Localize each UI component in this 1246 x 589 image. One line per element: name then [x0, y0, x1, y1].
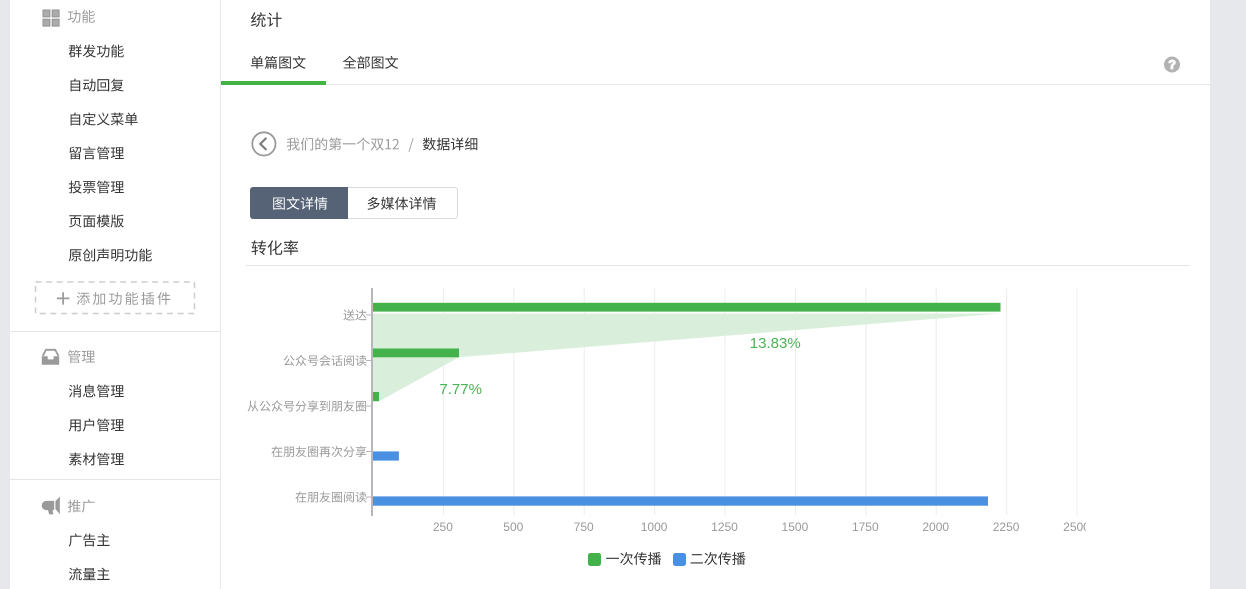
svg-text:2500: 2500	[1063, 520, 1090, 534]
svg-text:1500: 1500	[782, 520, 809, 534]
svg-text:1000: 1000	[641, 520, 668, 534]
svg-text:2000: 2000	[922, 520, 949, 534]
svg-text:1750: 1750	[852, 520, 879, 534]
svg-text:750: 750	[574, 520, 594, 534]
svg-text:2250: 2250	[993, 520, 1020, 534]
svg-text:7.77%: 7.77%	[439, 381, 482, 398]
svg-text:13.83%: 13.83%	[750, 335, 801, 352]
svg-text:500: 500	[503, 520, 523, 534]
svg-text:1250: 1250	[711, 520, 738, 534]
svg-text:250: 250	[433, 520, 453, 534]
